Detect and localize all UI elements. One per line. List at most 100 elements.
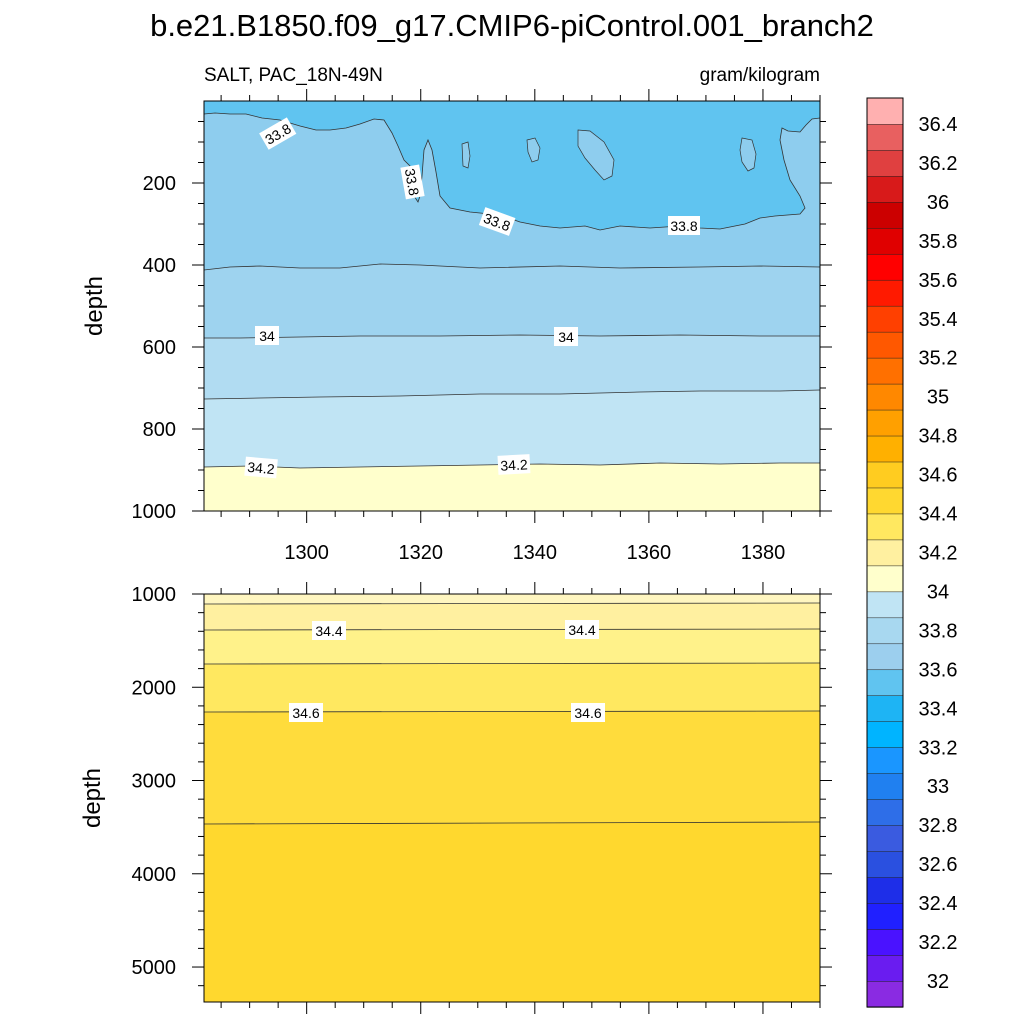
top-ticks: 1300 1320 1340 1360 1380 200 400 600 800 1000 bbox=[132, 89, 832, 1014]
colorbar-swatch bbox=[866, 695, 904, 722]
colorbar-label: 33.4 bbox=[919, 698, 958, 720]
contour-label-text: 33.8 bbox=[670, 218, 697, 234]
colorbar-swatch bbox=[866, 747, 904, 774]
top-y-label: depth bbox=[81, 276, 108, 336]
contour-label-top-7: 34.2 bbox=[244, 456, 278, 479]
top-y-tick-label: 800 bbox=[143, 419, 176, 441]
island-3 bbox=[526, 137, 541, 163]
contour-33-8 bbox=[204, 112, 820, 231]
colorbar-swatch bbox=[866, 565, 904, 593]
island-1 bbox=[739, 137, 757, 172]
colorbar-swatch bbox=[866, 539, 904, 567]
colorbar-swatch bbox=[866, 643, 904, 671]
bottom-y-tick-label: 1000 bbox=[132, 584, 177, 606]
colorbar-swatch bbox=[866, 279, 904, 307]
colorbar-swatch bbox=[866, 227, 904, 255]
bottom-y-tick-label: 4000 bbox=[132, 864, 177, 886]
island-4 bbox=[461, 141, 471, 169]
top-y-tick-label: 1000 bbox=[132, 501, 177, 523]
colorbar-label: 33.8 bbox=[919, 620, 958, 642]
band-bot-6 bbox=[204, 594, 820, 604]
colorbar-swatch bbox=[866, 487, 904, 515]
contour-label-top-4: 33.8 bbox=[668, 216, 700, 235]
colorbar-swatch bbox=[866, 824, 904, 852]
colorbar-swatch bbox=[866, 617, 904, 645]
colorbar-label: 32 bbox=[927, 971, 949, 993]
band-top-low bbox=[204, 101, 820, 230]
contour-34-3 bbox=[204, 602, 820, 605]
contour-label-text: 34.4 bbox=[315, 623, 342, 639]
bottom-y-tick-label: 5000 bbox=[132, 957, 177, 979]
colorbar-label: 32.4 bbox=[919, 893, 958, 915]
contour-label-top-6: 34 bbox=[554, 327, 578, 346]
colorbar-label: 35.2 bbox=[919, 348, 958, 370]
colorbar-swatch bbox=[866, 928, 904, 956]
colorbar-label: 36.4 bbox=[919, 114, 958, 136]
colorbar-swatch bbox=[866, 591, 904, 619]
colorbar-label: 34.6 bbox=[919, 465, 958, 487]
colorbar-swatch bbox=[866, 305, 904, 333]
colorbar-label: 35.8 bbox=[919, 231, 958, 253]
colorbar-swatch bbox=[866, 876, 904, 904]
contour-label-text: 33.8 bbox=[402, 167, 423, 197]
colorbar-label: 35.4 bbox=[919, 309, 958, 331]
contour-label-top-2: 33.8 bbox=[400, 164, 425, 200]
colorbar-label: 34.4 bbox=[919, 504, 958, 526]
colorbar-label: 32.8 bbox=[919, 815, 958, 837]
colorbar-swatch bbox=[866, 773, 904, 800]
colorbar-swatch bbox=[866, 902, 904, 930]
contour-34-5 bbox=[204, 662, 820, 665]
bottom-panel: 34.4 34.4 34.6 34.6 1000 2000 3000 4000 5000… bbox=[79, 584, 832, 1003]
contour-label-text: 34 bbox=[558, 329, 574, 345]
contour-34-7 bbox=[204, 821, 820, 825]
bottom-y-label: depth bbox=[79, 768, 106, 828]
colorbar-label: 33.6 bbox=[919, 659, 958, 681]
colorbar-swatch bbox=[866, 435, 904, 463]
colorbar-swatch bbox=[866, 97, 904, 125]
colorbar-swatch bbox=[866, 175, 904, 203]
bottom-ticks: 1000 2000 3000 4000 5000 bbox=[132, 584, 832, 987]
colorbar-swatch bbox=[866, 253, 904, 281]
colorbar-label: 32.2 bbox=[919, 932, 958, 954]
colorbar-label: 36.2 bbox=[919, 153, 958, 175]
top-x-tick-label: 1340 bbox=[513, 542, 558, 564]
colorbar-label: 33 bbox=[927, 776, 949, 798]
top-y-tick-label: 600 bbox=[143, 337, 176, 359]
contour-34-1 bbox=[204, 389, 820, 400]
contour-label-bot-4: 34.6 bbox=[571, 703, 605, 722]
colorbar-swatch bbox=[866, 669, 904, 696]
bottom-plot-frame bbox=[203, 593, 821, 1003]
contour-label-text: 34.4 bbox=[568, 622, 595, 638]
colorbar-swatch bbox=[866, 513, 904, 541]
colorbar-label: 34 bbox=[927, 581, 949, 603]
band-top-high bbox=[204, 462, 820, 511]
colorbar-swatch bbox=[866, 123, 904, 151]
colorbar-label: 34.8 bbox=[919, 426, 958, 448]
top-x-tick-label: 1360 bbox=[627, 542, 672, 564]
colorbar-swatch bbox=[866, 201, 904, 229]
colorbar-label: 34.2 bbox=[919, 543, 958, 565]
contour-label-bot-3: 34.6 bbox=[289, 703, 323, 722]
contour-label-text: 34 bbox=[259, 328, 275, 344]
colorbar-swatch bbox=[866, 409, 904, 437]
top-y-tick-label: 400 bbox=[143, 255, 176, 277]
colorbar-swatch bbox=[866, 850, 904, 878]
colorbar-label: 36 bbox=[927, 192, 949, 214]
colorbar-swatch bbox=[866, 383, 904, 411]
colorbar-swatch bbox=[866, 954, 904, 982]
bottom-y-tick-label: 2000 bbox=[132, 677, 177, 699]
top-y-tick-label: 200 bbox=[143, 173, 176, 195]
colorbar-label: 32.6 bbox=[919, 854, 958, 876]
contour-label-top-8: 34.2 bbox=[497, 454, 531, 475]
chart-title: b.e21.B1850.f09_g17.CMIP6-piControl.001_… bbox=[150, 8, 874, 43]
top-x-tick-label: 1320 bbox=[398, 542, 443, 564]
contour-label-bot-1: 34.4 bbox=[312, 621, 346, 640]
colorbar-swatch bbox=[866, 798, 904, 826]
bottom-y-tick-label: 3000 bbox=[132, 771, 177, 793]
contour-label-text: 34.6 bbox=[292, 705, 319, 721]
colorbar-swatch bbox=[866, 331, 904, 359]
top-panel: 33.8 33.8 33.8 33.8 34 34 34.2 34.2 bbox=[81, 89, 832, 1014]
colorbar-swatch bbox=[866, 980, 904, 1008]
colorbar-label: 35 bbox=[927, 387, 949, 409]
